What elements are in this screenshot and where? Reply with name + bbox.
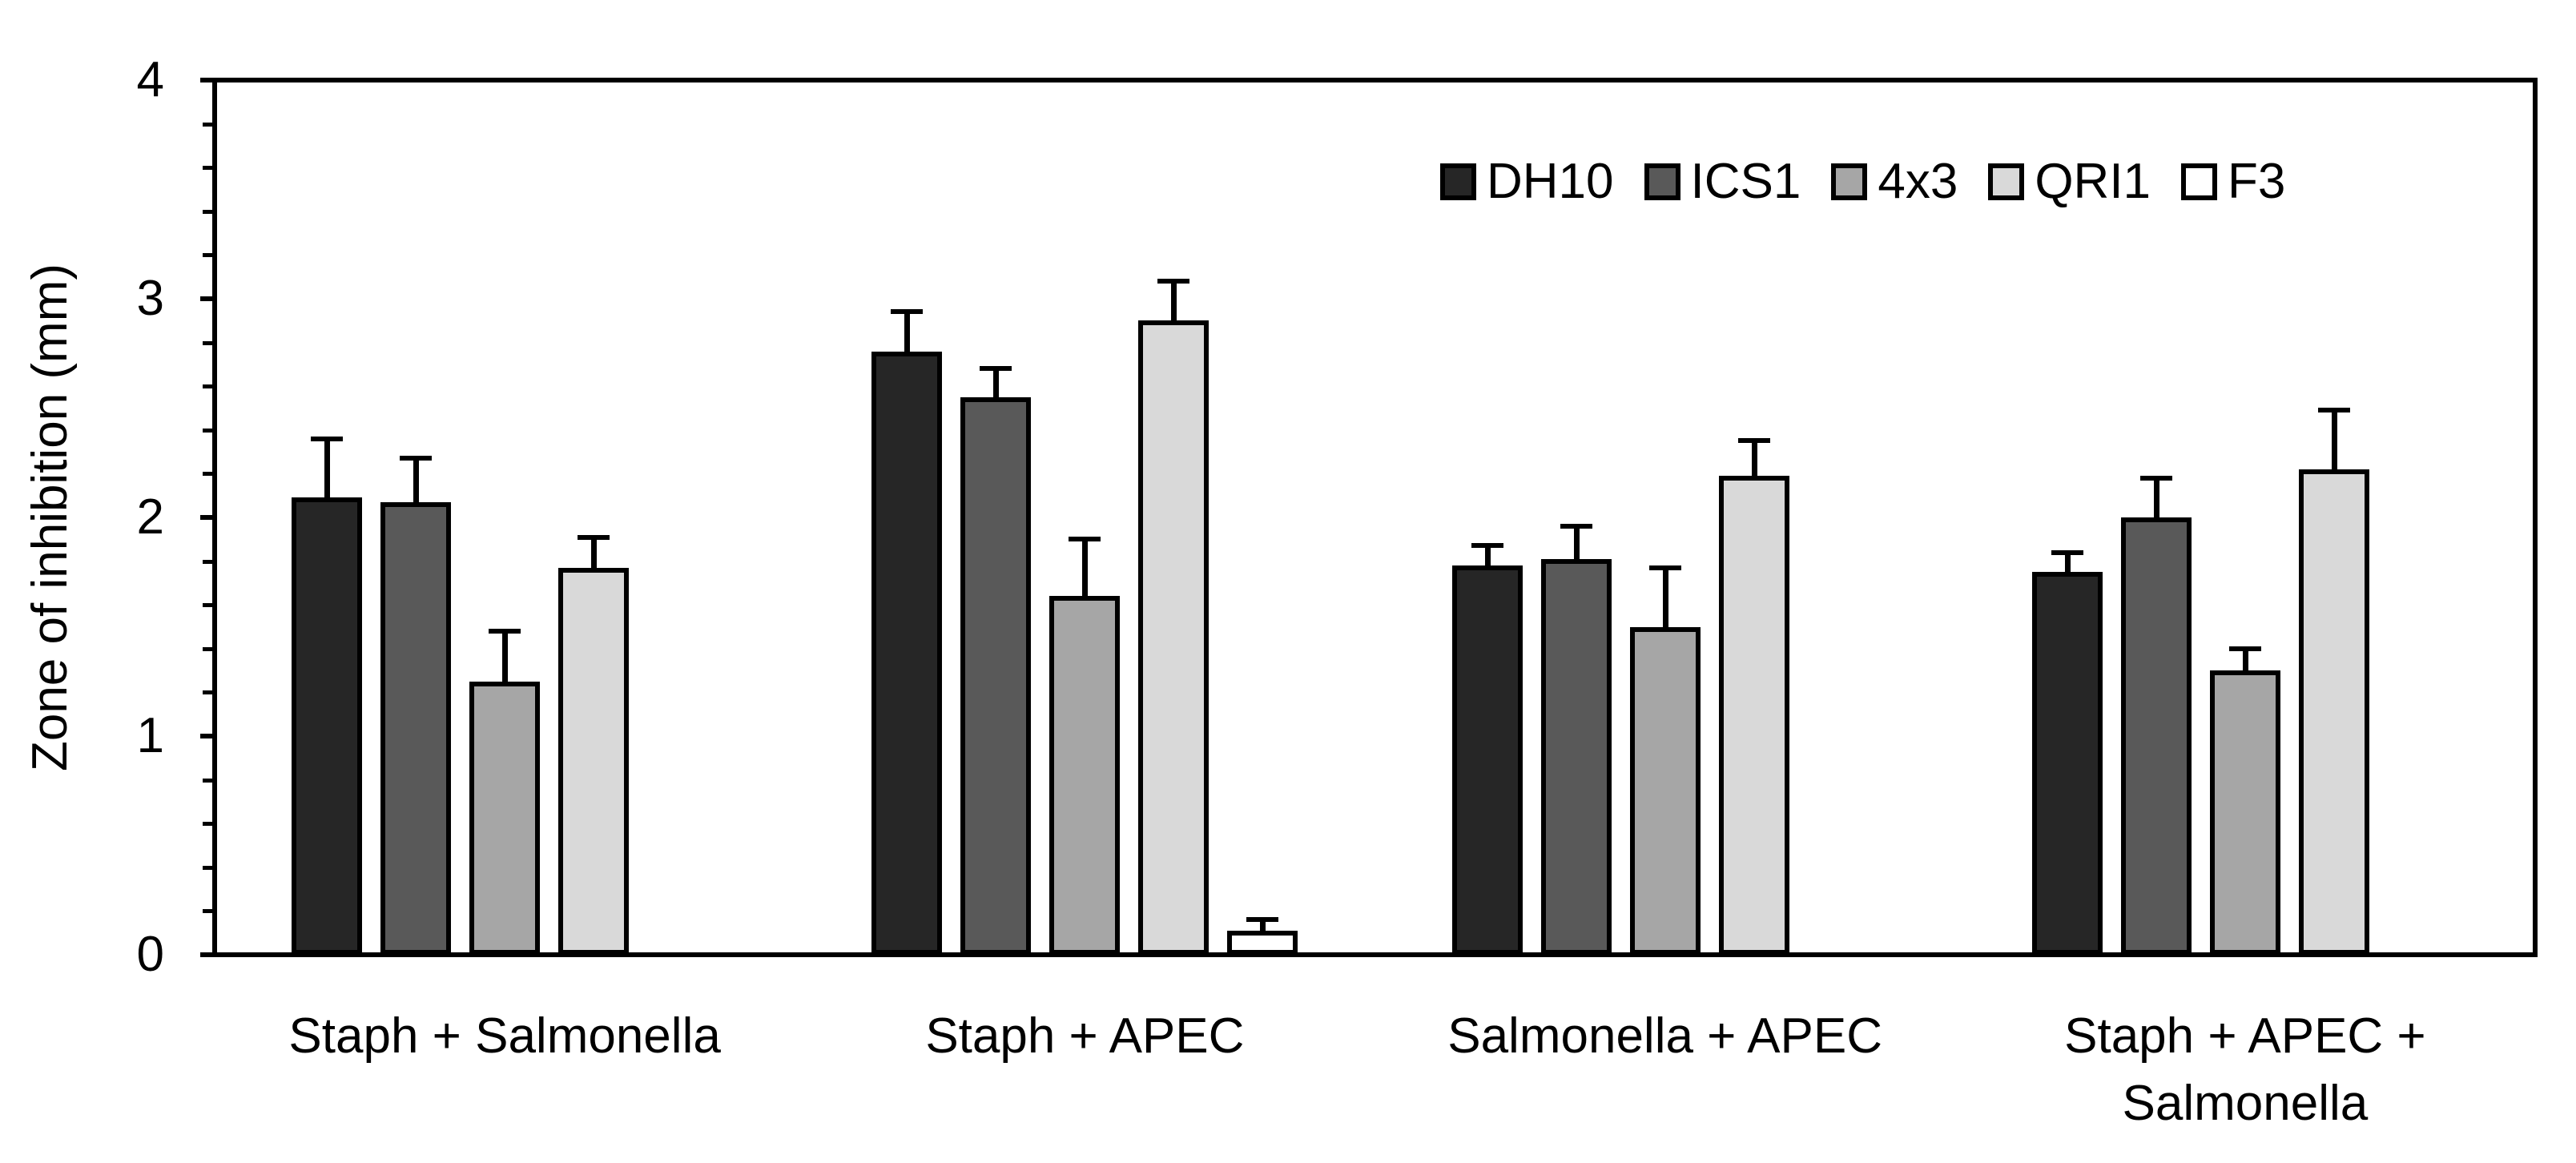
- y-axis-tick-label: 1: [136, 708, 164, 763]
- error-bar-stem: [1260, 920, 1266, 935]
- bar-dh10: [1451, 565, 1523, 955]
- error-bar-cap: [891, 309, 924, 315]
- bar-4x3: [2209, 670, 2280, 955]
- bar-qri1: [1138, 320, 1210, 955]
- legend-item-ics1: ICS1: [1644, 157, 1801, 207]
- legend-label: DH10: [1487, 154, 1614, 209]
- error-bar-stem: [1082, 539, 1089, 601]
- legend-label: 4x3: [1878, 154, 1958, 209]
- error-bar-stem: [1171, 281, 1177, 325]
- y-axis-minor-tick: [203, 559, 215, 564]
- error-bar-stem: [324, 438, 331, 502]
- y-axis-tick-label: 2: [136, 489, 164, 545]
- error-bar-cap: [489, 628, 521, 634]
- y-axis-major-tick: [200, 515, 215, 520]
- y-axis-minor-tick: [203, 690, 215, 695]
- error-bar-cap: [400, 456, 433, 461]
- y-axis-minor-tick: [203, 646, 215, 651]
- legend-swatch-icon: [1988, 163, 2025, 200]
- error-bar-cap: [1471, 543, 1503, 549]
- legend-item-dh10: DH10: [1440, 157, 1614, 207]
- legend-item-4x3: 4x3: [1831, 157, 1958, 207]
- y-axis-tick-label: 4: [136, 52, 164, 107]
- y-axis-major-tick: [200, 296, 215, 301]
- error-bar-stem: [1662, 567, 1668, 631]
- error-bar-cap: [2051, 549, 2083, 555]
- bar-dh10: [2031, 572, 2103, 955]
- y-axis-minor-tick: [203, 384, 215, 389]
- y-axis-major-tick: [200, 952, 215, 957]
- error-bar-cap: [1560, 523, 1592, 529]
- bar-4x3: [469, 681, 541, 955]
- bar-ics1: [2120, 517, 2192, 955]
- bar-f3: [1227, 930, 1298, 955]
- y-axis-major-tick: [200, 734, 215, 738]
- error-bar-stem: [413, 458, 420, 506]
- x-category-label: Staph + APEC: [925, 1008, 1245, 1064]
- error-bar-cap: [1648, 565, 1681, 570]
- legend-swatch-icon: [2181, 163, 2218, 200]
- error-bar-cap: [2139, 475, 2172, 481]
- y-axis-minor-tick: [203, 253, 215, 258]
- y-axis-minor-tick: [203, 603, 215, 608]
- y-axis-minor-tick: [203, 428, 215, 433]
- error-bar-cap: [1246, 917, 1279, 923]
- bar-qri1: [558, 567, 630, 955]
- error-bar-cap: [1157, 279, 1190, 284]
- bar-ics1: [380, 501, 452, 955]
- y-axis-minor-tick: [203, 340, 215, 345]
- y-axis-tick-label: 0: [136, 927, 164, 982]
- y-axis-minor-tick: [203, 122, 215, 127]
- y-axis-minor-tick: [203, 209, 215, 214]
- bar-4x3: [1049, 596, 1121, 955]
- x-category-label: Staph + Salmonella: [288, 1008, 721, 1064]
- error-bar-cap: [578, 534, 610, 540]
- legend-swatch-icon: [1440, 163, 1476, 200]
- error-bar-cap: [2317, 408, 2350, 413]
- error-bar-stem: [1484, 545, 1491, 570]
- legend-label: QRI1: [2035, 154, 2151, 209]
- error-bar-stem: [502, 630, 509, 686]
- bar-ics1: [960, 396, 1032, 955]
- legend-swatch-icon: [1644, 163, 1680, 200]
- y-axis-minor-tick: [203, 472, 215, 477]
- legend-item-f3: F3: [2181, 157, 2285, 207]
- error-bar-stem: [1751, 441, 1757, 481]
- legend: DH10 ICS1 4x3 QRI1 F3: [1440, 157, 2285, 207]
- y-axis-minor-tick: [203, 909, 215, 914]
- y-axis-minor-tick: [203, 166, 215, 171]
- error-bar-cap: [311, 436, 344, 441]
- legend-label: ICS1: [1690, 154, 1801, 209]
- error-bar-cap: [980, 366, 1012, 372]
- error-bar-stem: [2064, 552, 2071, 577]
- bar-ics1: [1540, 558, 1612, 955]
- error-bar-cap: [2228, 646, 2261, 651]
- bar-dh10: [871, 351, 943, 955]
- legend-swatch-icon: [1831, 163, 1868, 200]
- error-bar-stem: [993, 368, 1000, 401]
- legend-label: F3: [2228, 154, 2286, 209]
- x-category-label: Salmonella + APEC: [1447, 1008, 1883, 1064]
- y-axis-major-tick: [200, 78, 215, 82]
- error-bar-cap: [1069, 537, 1101, 542]
- y-axis-minor-tick: [203, 822, 215, 827]
- error-bar-stem: [2331, 410, 2337, 473]
- bar-qri1: [2298, 469, 2369, 955]
- y-axis-minor-tick: [203, 865, 215, 870]
- y-axis-tick-label: 3: [136, 271, 164, 326]
- error-bar-stem: [2242, 648, 2248, 675]
- error-bar-stem: [1573, 525, 1580, 563]
- bar-dh10: [292, 497, 363, 955]
- error-bar-stem: [904, 312, 911, 356]
- legend-item-qri1: QRI1: [1988, 157, 2151, 207]
- x-category-label: Staph + APEC + Salmonella: [2064, 1008, 2426, 1131]
- error-bar-stem: [2153, 477, 2159, 521]
- error-bar-cap: [1737, 438, 1770, 444]
- y-axis-minor-tick: [203, 778, 215, 783]
- bar-qri1: [1718, 476, 1789, 955]
- bar-4x3: [1629, 626, 1701, 955]
- error-bar-stem: [591, 537, 598, 572]
